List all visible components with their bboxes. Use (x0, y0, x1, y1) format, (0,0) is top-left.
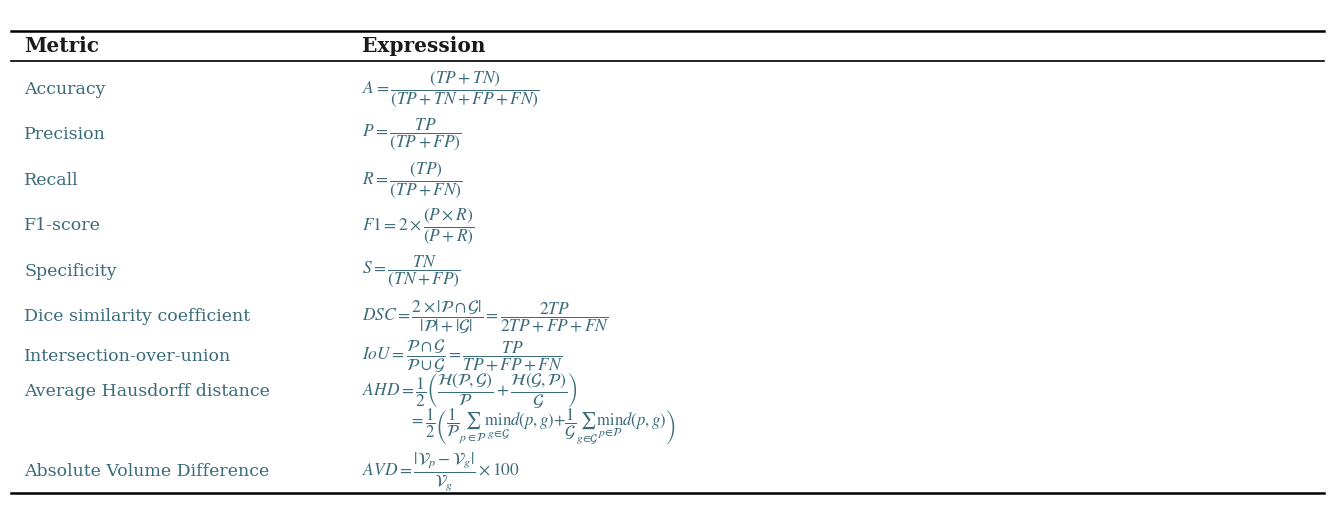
Text: Absolute Volume Difference: Absolute Volume Difference (24, 463, 270, 480)
Text: Specificity: Specificity (24, 263, 116, 280)
Text: Average Hausdorff distance: Average Hausdorff distance (24, 383, 270, 400)
Text: $F1 = 2 \times \dfrac{(P\times R)}{(P+R)}$: $F1 = 2 \times \dfrac{(P\times R)}{(P+R)… (362, 206, 475, 245)
Text: $P = \dfrac{TP}{(TP+FP)}$: $P = \dfrac{TP}{(TP+FP)}$ (362, 117, 462, 152)
Text: Precision: Precision (24, 126, 105, 143)
Text: F1-score: F1-score (24, 217, 101, 234)
Text: Accuracy: Accuracy (24, 80, 105, 98)
Text: $S = \dfrac{TN}{(TN+FP)}$: $S = \dfrac{TN}{(TN+FP)}$ (362, 254, 461, 289)
Text: Dice similarity coefficient: Dice similarity coefficient (24, 309, 250, 325)
Text: Recall: Recall (24, 172, 79, 189)
Text: $A = \dfrac{(TP+TN)}{(TP+TN+FP+FN)}$: $A = \dfrac{(TP+TN)}{(TP+TN+FP+FN)}$ (362, 69, 541, 109)
Text: $DSC = \dfrac{2\times|\mathcal{P}\cap\mathcal{G}|}{|\mathcal{P}|+|\mathcal{G}|} : $DSC = \dfrac{2\times|\mathcal{P}\cap\ma… (362, 298, 610, 336)
Text: $AVD = \dfrac{|\mathcal{V}_{p}-\mathcal{V}_{g}|}{\mathcal{V}_{g}} \times 100$: $AVD = \dfrac{|\mathcal{V}_{p}-\mathcal{… (362, 450, 521, 493)
Text: Metric: Metric (24, 35, 99, 55)
Text: Intersection-over-union: Intersection-over-union (24, 348, 231, 365)
Text: $IoU = \dfrac{\mathcal{P}\cap\mathcal{G}}{\mathcal{P}\cup\mathcal{G}} = \dfrac{T: $IoU = \dfrac{\mathcal{P}\cap\mathcal{G}… (362, 338, 563, 375)
Text: Expression: Expression (362, 35, 486, 55)
Text: $R = \dfrac{(TP)}{(TP+FN)}$: $R = \dfrac{(TP)}{(TP+FN)}$ (362, 160, 463, 200)
Text: $AHD = \dfrac{1}{2}\left(\dfrac{\mathcal{H}(\mathcal{P},\mathcal{G})}{\mathcal{P: $AHD = \dfrac{1}{2}\left(\dfrac{\mathcal… (362, 372, 578, 411)
Text: $= \dfrac{1}{2}\left(\dfrac{1}{\mathcal{P}}\sum_{p\in\mathcal{P}}\min_{g\in\math: $= \dfrac{1}{2}\left(\dfrac{1}{\mathcal{… (409, 407, 676, 447)
